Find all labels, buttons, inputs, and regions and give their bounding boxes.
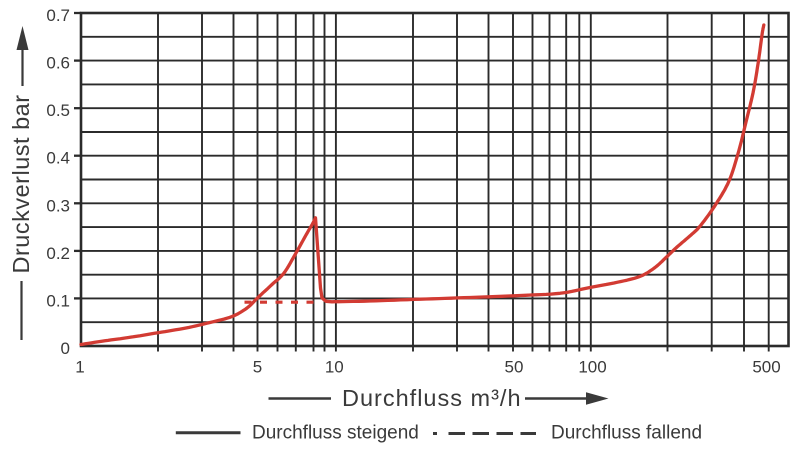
svg-text:0.3: 0.3 bbox=[46, 196, 70, 215]
svg-text:0: 0 bbox=[61, 339, 70, 358]
svg-text:10: 10 bbox=[325, 358, 344, 377]
svg-text:0.7: 0.7 bbox=[46, 6, 70, 25]
svg-text:50: 50 bbox=[505, 358, 524, 377]
svg-text:0.6: 0.6 bbox=[46, 54, 70, 73]
svg-text:0.1: 0.1 bbox=[46, 291, 70, 310]
svg-text:Druckverlust bar: Druckverlust bar bbox=[8, 94, 34, 273]
svg-text:100: 100 bbox=[578, 358, 606, 377]
svg-text:Durchfluss steigend: Durchfluss steigend bbox=[252, 423, 419, 444]
svg-text:0.5: 0.5 bbox=[46, 101, 70, 120]
svg-text:Durchfluss m³/h: Durchfluss m³/h bbox=[342, 385, 522, 411]
svg-text:1: 1 bbox=[75, 358, 84, 377]
svg-text:Durchfluss fallend: Durchfluss fallend bbox=[551, 423, 702, 444]
svg-text:5: 5 bbox=[253, 358, 262, 377]
svg-text:0.2: 0.2 bbox=[46, 244, 70, 263]
svg-text:500: 500 bbox=[752, 358, 780, 377]
svg-text:0.4: 0.4 bbox=[46, 149, 70, 168]
